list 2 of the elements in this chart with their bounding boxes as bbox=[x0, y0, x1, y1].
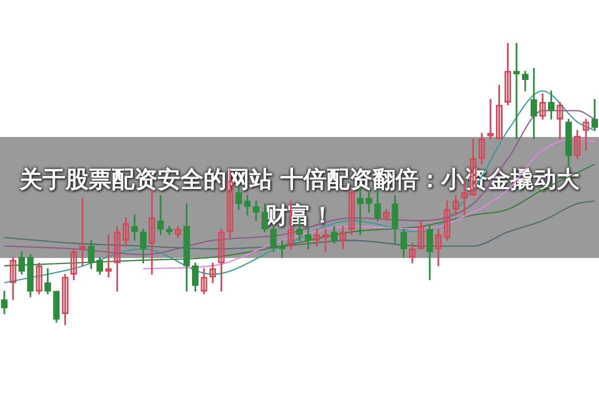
candlestick bbox=[131, 214, 138, 241]
candlestick bbox=[513, 43, 520, 140]
